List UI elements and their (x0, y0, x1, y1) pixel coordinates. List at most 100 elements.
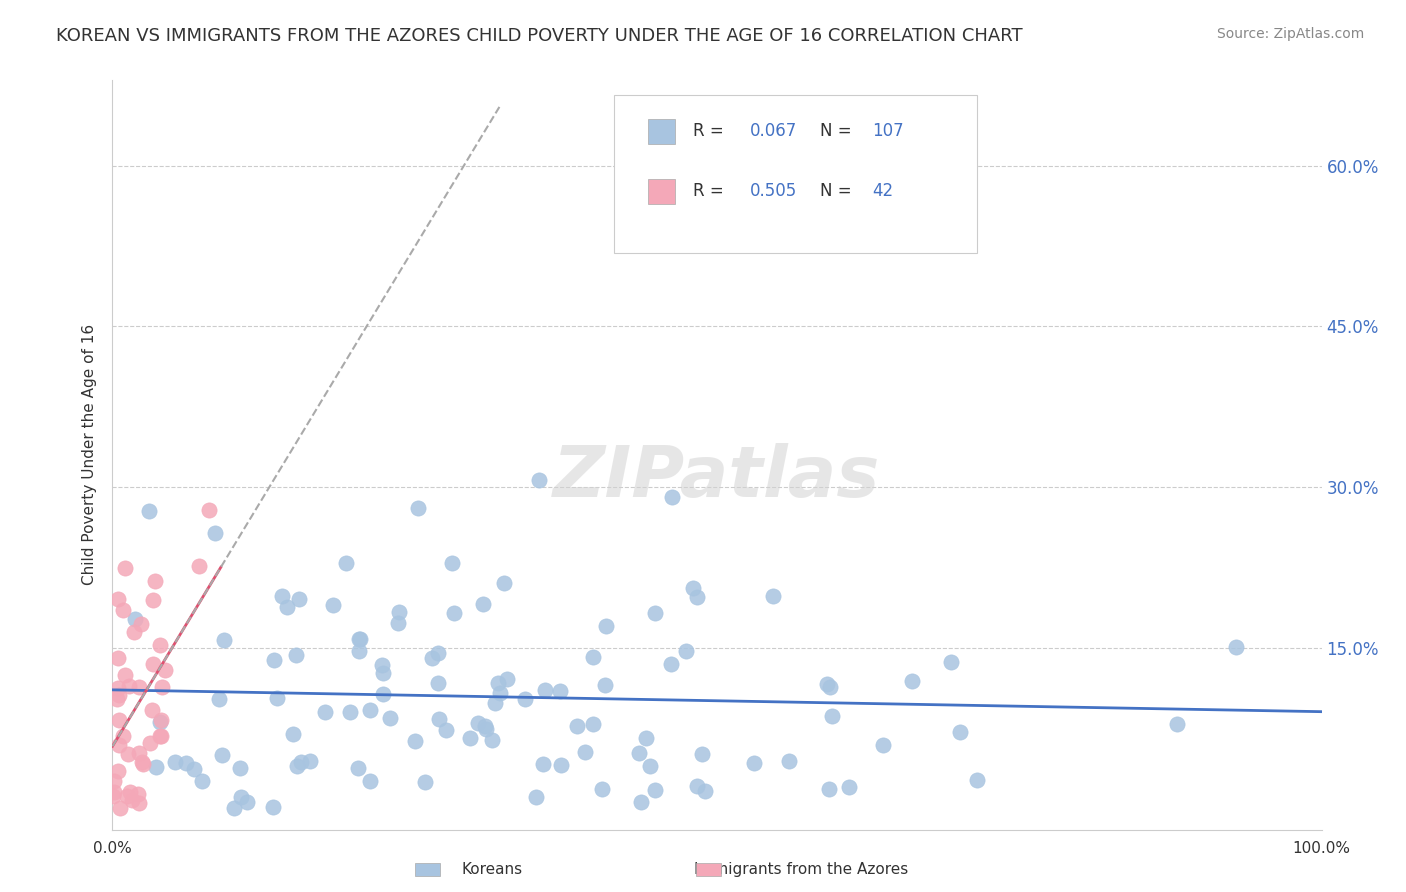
Point (107, 651, 129, 665)
Point (149, 729, 172, 743)
Point (427, 712, 450, 726)
Point (127, 787, 149, 801)
Point (108, 713, 131, 727)
Point (108, 689, 131, 703)
Point (1225, 640, 1247, 654)
Text: Koreans: Koreans (461, 863, 523, 877)
Point (634, 731, 657, 745)
Text: ZIPatlas: ZIPatlas (554, 443, 880, 512)
Point (128, 796, 150, 810)
Text: R =: R = (693, 182, 728, 200)
Point (211, 748, 233, 763)
Point (762, 590, 785, 604)
Point (153, 663, 176, 677)
Point (742, 756, 765, 770)
Point (488, 676, 510, 690)
Point (966, 773, 988, 788)
Point (183, 763, 205, 777)
Point (120, 785, 142, 799)
Point (163, 755, 186, 769)
Point (686, 590, 709, 604)
Point (141, 703, 163, 717)
Point (359, 703, 381, 717)
Point (117, 747, 139, 762)
Point (644, 607, 666, 621)
Point (426, 676, 449, 690)
Point (815, 677, 838, 691)
Point (406, 500, 429, 515)
Point (229, 761, 252, 775)
Text: 42: 42 (872, 182, 893, 200)
Point (122, 625, 145, 640)
Text: 0.505: 0.505 (749, 182, 797, 200)
Point (115, 789, 138, 804)
FancyBboxPatch shape (648, 120, 675, 144)
Point (472, 597, 495, 611)
Point (443, 606, 465, 620)
Point (212, 632, 235, 647)
Point (229, 790, 252, 805)
Point (236, 795, 259, 809)
Point (1166, 716, 1188, 731)
Point (427, 646, 450, 660)
Point (105, 692, 128, 706)
Point (149, 729, 172, 743)
Point (339, 706, 361, 720)
Point (593, 677, 616, 691)
FancyBboxPatch shape (614, 95, 977, 252)
Point (489, 686, 512, 700)
Point (371, 688, 394, 702)
Point (434, 723, 457, 737)
Point (142, 657, 165, 671)
Point (107, 591, 129, 606)
Point (440, 556, 463, 570)
Point (527, 474, 550, 488)
Point (582, 717, 605, 731)
Point (685, 779, 707, 793)
Point (628, 746, 651, 760)
Point (534, 683, 557, 698)
Point (263, 653, 285, 667)
Text: 0.067: 0.067 (749, 122, 797, 140)
Point (378, 711, 401, 725)
Point (150, 680, 173, 694)
Point (371, 658, 394, 673)
Point (112, 730, 135, 744)
Point (644, 783, 666, 797)
Y-axis label: Child Poverty Under the Age of 16: Child Poverty Under the Age of 16 (82, 325, 97, 585)
Point (682, 581, 704, 595)
Point (197, 503, 219, 517)
Point (118, 680, 141, 694)
Point (276, 600, 298, 615)
Point (270, 589, 292, 603)
Point (143, 574, 166, 588)
Point (349, 632, 371, 646)
Point (224, 801, 246, 815)
Point (208, 692, 231, 706)
Point (204, 526, 226, 541)
Point (128, 746, 150, 760)
Point (131, 755, 153, 769)
Point (820, 680, 842, 694)
Point (413, 775, 436, 789)
Point (107, 681, 129, 695)
Point (373, 665, 395, 680)
Point (595, 618, 617, 632)
Point (550, 758, 572, 772)
Point (422, 651, 444, 665)
Point (266, 691, 288, 706)
Point (314, 705, 336, 719)
Point (262, 800, 284, 814)
Point (347, 644, 370, 658)
Point (347, 632, 370, 646)
Point (101, 789, 124, 804)
Point (531, 757, 554, 772)
Point (388, 605, 411, 619)
Point (838, 780, 860, 795)
Point (939, 655, 962, 669)
Point (150, 713, 173, 727)
Text: N =: N = (820, 122, 856, 140)
Point (107, 764, 129, 779)
Point (149, 638, 172, 652)
Point (901, 673, 924, 688)
